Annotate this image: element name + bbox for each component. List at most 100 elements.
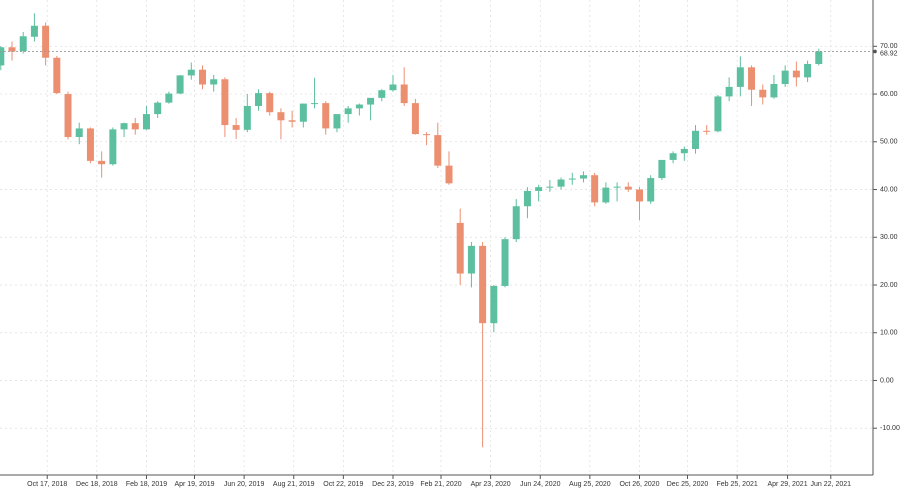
candle-body bbox=[367, 97, 375, 105]
candle-body bbox=[333, 114, 341, 129]
last-price-marker bbox=[873, 49, 877, 54]
candle-body bbox=[792, 70, 800, 78]
candle-body bbox=[434, 135, 442, 166]
last-price-label: 68.92 bbox=[880, 50, 898, 57]
x-tick-label: Feb 18, 2019 bbox=[126, 481, 167, 488]
candle-body bbox=[411, 103, 419, 135]
candle-body bbox=[176, 75, 184, 94]
candle-body bbox=[759, 89, 767, 98]
candle-body bbox=[624, 186, 632, 190]
candle-body bbox=[479, 245, 487, 324]
y-tick-label: 20.00 bbox=[880, 282, 898, 289]
candle-body bbox=[770, 84, 778, 98]
candle-body bbox=[344, 108, 352, 115]
x-tick-label: Apr 29, 2021 bbox=[768, 481, 808, 488]
x-tick-label: Feb 21, 2020 bbox=[420, 481, 461, 488]
candle-body bbox=[53, 57, 61, 94]
y-tick-label: -10.00 bbox=[880, 425, 900, 432]
candle-body bbox=[512, 206, 520, 240]
x-tick-label: Oct 22, 2019 bbox=[323, 481, 363, 488]
candle-body bbox=[501, 239, 509, 286]
x-tick-label: Jun 20, 2019 bbox=[224, 481, 265, 488]
candle-body bbox=[154, 102, 162, 115]
candle-body bbox=[647, 178, 655, 202]
candle-body bbox=[692, 130, 700, 149]
candle-body bbox=[221, 79, 229, 126]
candle-body bbox=[456, 222, 464, 274]
candle-body bbox=[299, 103, 307, 122]
candle-body bbox=[266, 93, 274, 113]
candle-body bbox=[635, 189, 643, 202]
candle-body bbox=[19, 36, 27, 52]
x-tick-label: Aug 25, 2020 bbox=[569, 481, 611, 488]
candle-body bbox=[467, 245, 475, 274]
candle-body bbox=[804, 63, 812, 78]
x-tick-label: Feb 25, 2021 bbox=[717, 481, 758, 488]
y-tick-label: 30.00 bbox=[880, 234, 898, 241]
candle-body bbox=[400, 84, 408, 104]
candle-body bbox=[322, 103, 330, 129]
candle-body bbox=[64, 94, 72, 138]
x-tick-label: Apr 23, 2020 bbox=[471, 481, 511, 488]
candle-body bbox=[210, 79, 218, 85]
candle-body bbox=[725, 86, 733, 97]
candle-body bbox=[535, 187, 543, 191]
candle-body bbox=[523, 190, 531, 207]
candle-body bbox=[311, 103, 319, 105]
candle-body bbox=[355, 104, 363, 109]
candle-body bbox=[613, 186, 621, 188]
candle-body bbox=[736, 67, 744, 87]
candle-body bbox=[714, 96, 722, 132]
candle-body bbox=[815, 51, 823, 64]
candle-body bbox=[445, 165, 453, 184]
candle-body bbox=[546, 186, 554, 188]
x-tick-label: Aug 21, 2019 bbox=[273, 481, 315, 488]
candle-body bbox=[658, 159, 666, 179]
x-tick-label: Dec 25, 2020 bbox=[667, 481, 709, 488]
candle-body bbox=[378, 90, 386, 98]
candle-body bbox=[0, 47, 5, 66]
x-tick-label: Dec 23, 2019 bbox=[372, 481, 414, 488]
candle-body bbox=[109, 129, 117, 165]
y-tick-label: 70.00 bbox=[880, 43, 898, 50]
x-tick-label: Apr 19, 2019 bbox=[174, 481, 214, 488]
candle-body bbox=[591, 175, 599, 203]
candle-body bbox=[243, 105, 251, 130]
candle-body bbox=[131, 123, 139, 130]
candle-body bbox=[30, 25, 38, 37]
x-tick-label: Dec 18, 2018 bbox=[76, 481, 118, 488]
candle-body bbox=[748, 67, 756, 90]
candle-body bbox=[490, 285, 498, 324]
candle-body bbox=[568, 178, 576, 180]
candle-body bbox=[255, 93, 263, 106]
candle-body bbox=[579, 175, 587, 179]
candle-body bbox=[602, 187, 610, 203]
candle-body bbox=[232, 125, 240, 130]
candle-body bbox=[703, 130, 711, 132]
candle-body bbox=[142, 114, 150, 130]
candle-body bbox=[781, 70, 789, 85]
y-tick-label: 10.00 bbox=[880, 330, 898, 337]
y-tick-label: 50.00 bbox=[880, 139, 898, 146]
candle-body bbox=[98, 160, 106, 165]
candle-body bbox=[75, 128, 83, 138]
candle-body bbox=[557, 179, 565, 187]
candle-body bbox=[389, 84, 397, 91]
candle-body bbox=[120, 123, 128, 130]
x-tick-label: Oct 17, 2018 bbox=[27, 481, 67, 488]
candle-body bbox=[8, 47, 16, 52]
candle-body bbox=[42, 25, 50, 58]
x-tick-label: Oct 26, 2020 bbox=[619, 481, 659, 488]
x-tick-label: Jun 24, 2020 bbox=[520, 481, 561, 488]
y-tick-label: 60.00 bbox=[880, 91, 898, 98]
candle-body bbox=[165, 93, 173, 103]
candle-body bbox=[187, 69, 195, 76]
y-tick-label: 0.00 bbox=[880, 377, 894, 384]
candle-body bbox=[277, 112, 285, 121]
candle-body bbox=[423, 134, 431, 136]
candle-body bbox=[669, 153, 677, 160]
candle-body bbox=[198, 69, 206, 85]
candle-body bbox=[680, 148, 688, 154]
x-tick-label: Jun 22, 2021 bbox=[811, 481, 852, 488]
